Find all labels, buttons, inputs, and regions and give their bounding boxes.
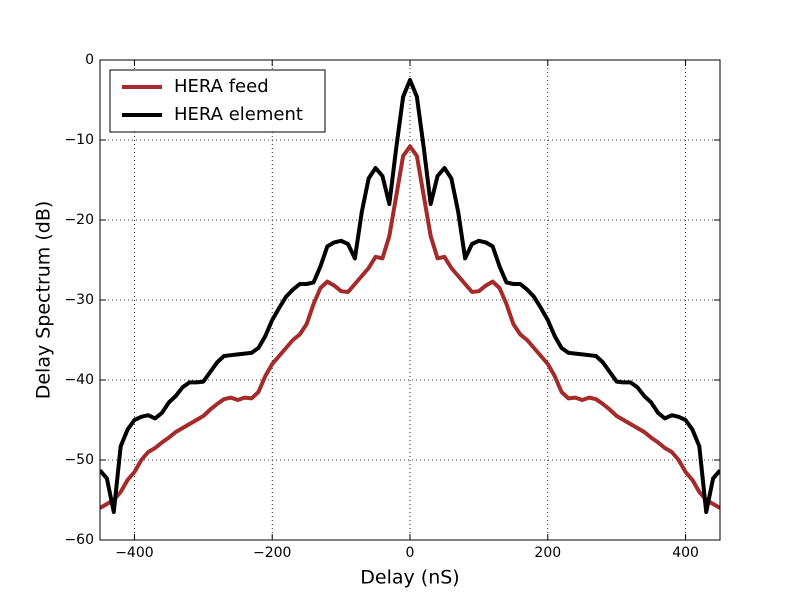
x-axis-label: Delay (nS) — [360, 567, 459, 589]
x-tick-label: −200 — [253, 545, 291, 561]
series-line — [100, 144, 720, 510]
y-tick-label: −20 — [64, 212, 94, 228]
legend-label: HERA element — [174, 104, 303, 125]
legend-label: HERA feed — [174, 76, 269, 97]
x-tick-label: 0 — [406, 545, 415, 561]
x-tick-label: 400 — [672, 545, 699, 561]
legend-box — [109, 69, 326, 133]
series-line — [100, 78, 720, 514]
x-tick-label: 200 — [534, 545, 561, 561]
y-tick-label: −10 — [64, 132, 94, 148]
y-axis-label: Delay Spectrum (dB) — [33, 201, 55, 400]
plot-frame — [99, 59, 721, 541]
y-tick-label: −40 — [64, 372, 94, 388]
x-tick-label: −400 — [115, 545, 153, 561]
y-tick-label: 0 — [85, 52, 94, 68]
y-tick-label: −30 — [64, 292, 94, 308]
y-tick-label: −60 — [64, 532, 94, 548]
y-tick-label: −50 — [64, 452, 94, 468]
